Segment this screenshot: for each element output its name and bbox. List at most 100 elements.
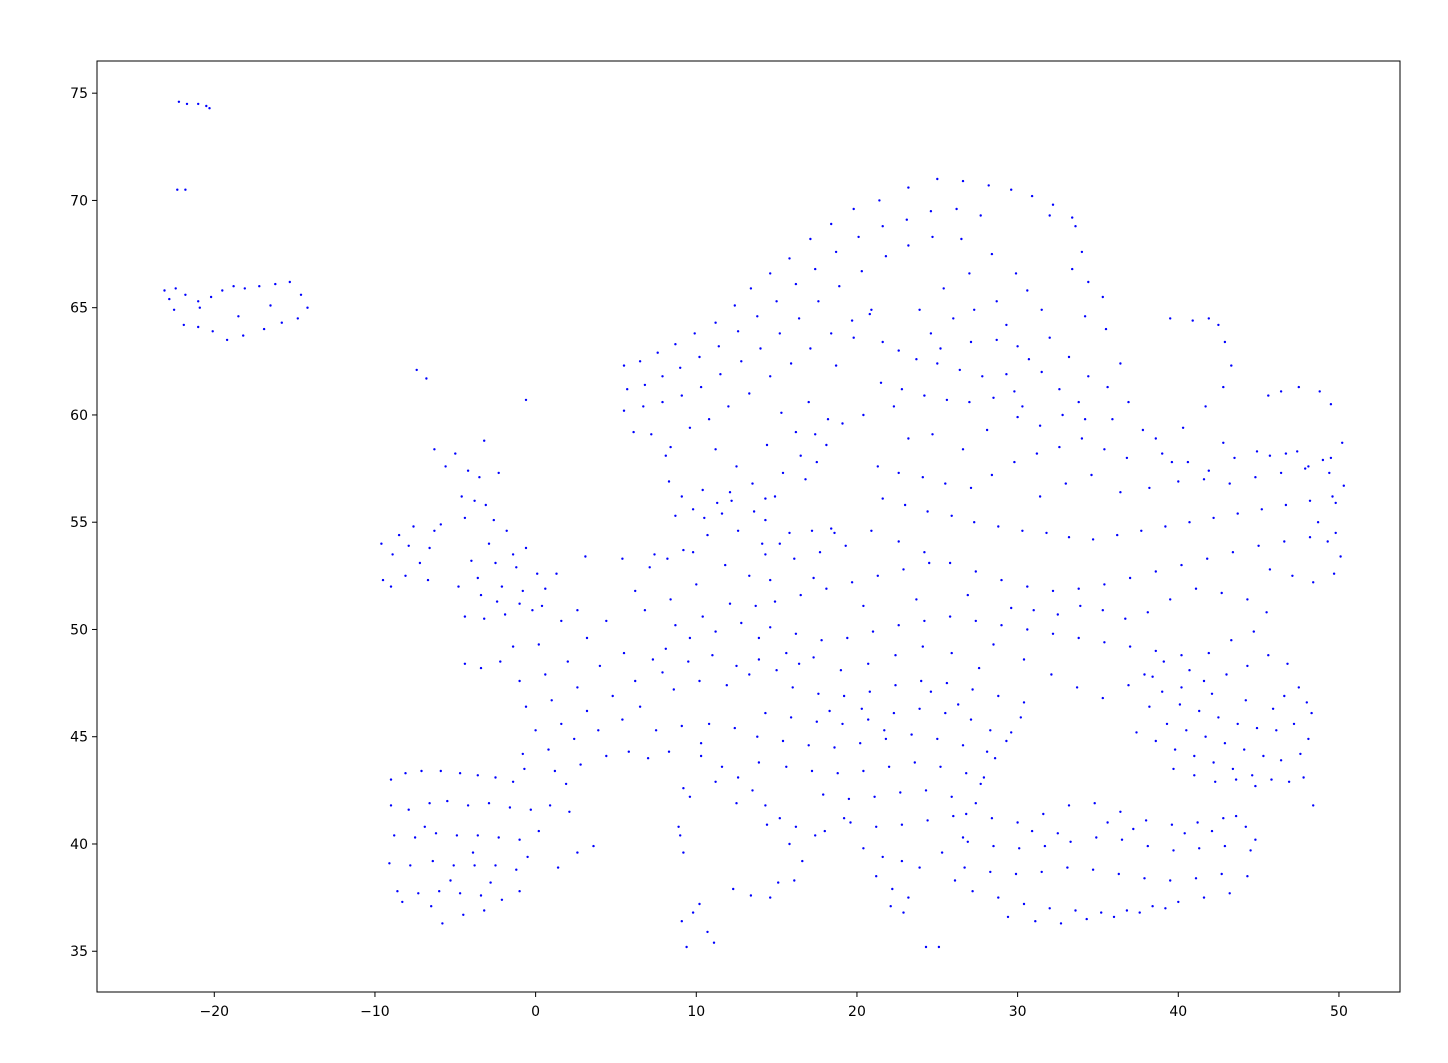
data-point — [778, 817, 781, 820]
data-point — [1180, 686, 1183, 689]
data-point — [388, 862, 391, 865]
data-point — [965, 772, 968, 775]
data-point — [397, 533, 401, 537]
x-tick-label: −20 — [200, 1004, 230, 1020]
data-point — [605, 754, 608, 758]
data-point — [1066, 866, 1069, 869]
data-point — [812, 656, 815, 659]
data-point — [632, 430, 635, 434]
data-point — [685, 945, 688, 949]
data-point — [500, 585, 504, 588]
data-point — [926, 819, 929, 822]
data-point — [1091, 538, 1095, 541]
data-point — [944, 482, 947, 485]
data-point — [1222, 441, 1225, 444]
data-point — [667, 750, 671, 753]
data-point — [494, 864, 497, 867]
data-point — [499, 660, 502, 663]
data-point — [833, 531, 836, 535]
data-point — [699, 754, 703, 758]
data-point — [209, 295, 213, 299]
data-point — [764, 804, 767, 807]
data-point — [1204, 735, 1207, 738]
data-point — [691, 551, 695, 554]
data-point — [1329, 403, 1333, 406]
data-point — [879, 381, 883, 384]
data-point — [682, 548, 685, 552]
data-point — [775, 669, 778, 672]
data-point — [409, 864, 412, 867]
data-point — [417, 892, 420, 895]
data-point — [1030, 194, 1034, 198]
data-point — [714, 321, 717, 324]
data-point — [810, 529, 814, 532]
data-point — [1040, 308, 1043, 311]
data-point — [884, 255, 888, 258]
data-point — [757, 761, 761, 764]
data-point — [844, 544, 847, 547]
data-point — [626, 388, 629, 391]
data-point — [1222, 817, 1225, 820]
data-point — [1180, 563, 1183, 567]
data-point — [1032, 609, 1035, 612]
data-point — [1043, 844, 1047, 848]
data-point — [1146, 844, 1150, 848]
data-point — [407, 808, 410, 811]
data-point — [950, 651, 953, 655]
data-point — [918, 707, 921, 710]
data-point — [957, 703, 960, 706]
data-point — [921, 476, 924, 479]
data-point — [407, 544, 410, 547]
data-point — [1021, 529, 1024, 532]
data-point — [651, 658, 655, 661]
data-point — [1305, 701, 1309, 704]
data-point — [560, 619, 563, 623]
data-point — [887, 765, 891, 768]
data-point — [1027, 358, 1031, 361]
data-point — [1178, 703, 1182, 706]
data-point — [793, 557, 796, 560]
data-point — [891, 887, 894, 891]
data-point — [511, 780, 515, 783]
data-point — [1103, 641, 1106, 644]
data-point — [1058, 388, 1061, 391]
data-point — [841, 422, 844, 425]
data-point — [842, 694, 846, 698]
data-point — [1193, 754, 1196, 758]
data-point — [679, 366, 682, 369]
data-point — [1138, 911, 1141, 914]
data-point — [936, 737, 939, 741]
data-point — [646, 757, 650, 760]
data-point — [778, 332, 781, 335]
data-point — [852, 336, 855, 339]
x-tick-label: 30 — [1009, 1004, 1027, 1020]
data-point — [857, 235, 860, 239]
data-point — [621, 718, 624, 721]
data-point — [1127, 684, 1130, 687]
data-point — [995, 338, 998, 342]
data-point — [1246, 875, 1249, 878]
data-point — [638, 705, 642, 708]
data-point — [720, 512, 724, 515]
data-point — [1119, 362, 1122, 365]
data-point — [412, 525, 415, 528]
data-point — [1304, 467, 1307, 470]
data-point — [907, 244, 910, 247]
data-point — [426, 578, 430, 582]
data-point — [867, 718, 870, 721]
data-point — [759, 347, 762, 350]
data-point — [656, 351, 659, 354]
data-point — [965, 812, 968, 816]
data-point — [299, 293, 303, 296]
data-point — [515, 868, 518, 871]
data-point — [822, 793, 825, 796]
data-point — [1154, 570, 1158, 573]
data-point — [380, 542, 383, 545]
data-point — [1180, 654, 1183, 657]
data-point — [680, 724, 683, 728]
data-point — [1214, 780, 1217, 783]
data-point — [1103, 448, 1106, 451]
data-point — [288, 280, 291, 284]
data-point — [815, 720, 818, 723]
data-point — [1014, 272, 1018, 275]
